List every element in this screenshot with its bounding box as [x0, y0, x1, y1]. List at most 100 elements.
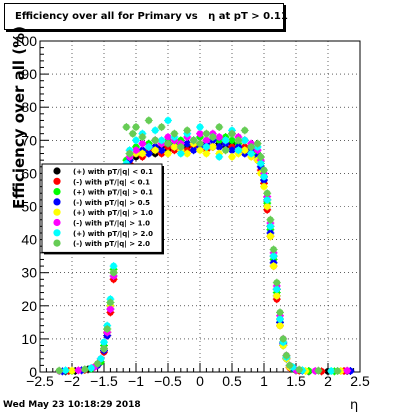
data-point	[177, 150, 185, 157]
data-point	[100, 345, 108, 353]
legend-label: (-) with pT/|q| < 0.1	[73, 178, 150, 187]
data-point	[270, 252, 277, 260]
data-point	[164, 117, 172, 124]
data-point	[267, 232, 274, 240]
data-point	[257, 160, 265, 167]
data-point	[241, 126, 249, 134]
data-point	[81, 365, 89, 373]
data-point	[279, 335, 287, 343]
legend-label: (-) with pT/|q| > 0.5	[73, 199, 150, 208]
series-group	[55, 116, 342, 376]
data-point	[164, 133, 172, 141]
data-point	[263, 189, 271, 197]
data-point	[158, 123, 166, 131]
data-point	[139, 140, 146, 148]
data-point	[132, 136, 140, 144]
data-point	[171, 143, 178, 151]
data-point	[276, 322, 284, 330]
data-point	[196, 123, 204, 131]
data-point	[228, 136, 236, 144]
data-point	[247, 143, 255, 151]
data-point	[343, 367, 351, 375]
legend-marker	[53, 167, 61, 175]
data-point	[276, 315, 284, 323]
x-tick-label: −1	[128, 373, 144, 389]
y-tick-label: 50	[21, 199, 37, 215]
legend-marker	[53, 229, 61, 237]
data-point	[164, 150, 172, 157]
data-point	[171, 130, 178, 138]
data-point	[103, 325, 111, 333]
data-point	[158, 146, 166, 154]
data-point	[158, 136, 166, 144]
data-point	[190, 136, 198, 144]
data-point	[267, 222, 274, 230]
y-tick-label: 80	[21, 99, 37, 115]
data-point	[273, 292, 281, 300]
data-point	[260, 173, 268, 181]
data-point	[209, 143, 217, 151]
data-point	[203, 150, 210, 157]
data-point	[222, 136, 230, 144]
y-tick-label: 70	[21, 132, 37, 148]
data-point	[315, 367, 322, 375]
data-point	[241, 146, 249, 154]
data-point	[334, 367, 341, 375]
data-point	[190, 146, 198, 154]
data-point	[270, 246, 277, 253]
data-point	[164, 140, 172, 148]
legend-marker	[53, 239, 61, 247]
data-point	[196, 146, 204, 154]
data-point	[183, 140, 191, 148]
data-point	[126, 150, 133, 157]
chart-title: Efficiency over all for Primary vs η at …	[15, 11, 288, 22]
data-point	[215, 153, 223, 161]
x-tick-label: 0.5	[222, 373, 242, 389]
data-point	[196, 140, 204, 148]
data-point	[286, 361, 293, 369]
x-tick-label: −1.5	[90, 373, 118, 389]
data-point	[107, 299, 114, 306]
data-point	[215, 123, 223, 131]
data-point	[235, 146, 242, 154]
data-point	[241, 136, 249, 144]
data-point	[273, 285, 281, 293]
data-point	[145, 117, 153, 124]
legend-label: (+) with pT/|q| < 0.1	[73, 168, 153, 177]
legend-box	[41, 163, 163, 253]
legend-marker	[53, 208, 61, 216]
legend-label: (-) with pT/|q| > 1.0	[73, 220, 150, 229]
x-tick-label: 0	[196, 373, 204, 389]
legend-marker	[53, 218, 61, 227]
y-tick-label: 100	[14, 33, 38, 49]
data-point	[100, 338, 108, 346]
data-point	[110, 269, 117, 277]
data-point	[273, 279, 281, 287]
x-tick-label: −0.5	[154, 373, 182, 389]
data-point	[132, 146, 140, 154]
data-point	[215, 143, 223, 151]
data-point	[75, 366, 82, 374]
data-point	[263, 196, 271, 204]
y-tick-label: 10	[21, 331, 37, 347]
axes: −2.5 −2 −1.5 −1 −0.5 0 0.5 1 1.5 2 2.5 0 10 20 30 40 50 6…	[14, 33, 370, 389]
data-point	[263, 203, 271, 210]
legend-marker	[53, 188, 61, 196]
data-point	[295, 366, 303, 374]
y-tick-label: 90	[21, 66, 37, 82]
title-box: Efficiency over all for Primary vs η at …	[4, 3, 288, 30]
data-point	[215, 133, 223, 141]
x-tick-label: 2	[324, 373, 332, 389]
data-point	[260, 166, 268, 174]
legend-label: (+) with pT/|q| > 2.0	[73, 230, 153, 239]
data-point	[203, 130, 210, 138]
data-point	[267, 216, 274, 224]
legend-marker	[53, 177, 61, 185]
data-point	[132, 123, 140, 131]
data-point	[203, 143, 210, 151]
x-tick-label: 1.5	[286, 373, 306, 389]
data-point	[97, 355, 105, 363]
data-point	[145, 150, 153, 157]
y-axis-label: Efficiency over all (%)	[10, 26, 28, 209]
data-point	[203, 136, 210, 144]
